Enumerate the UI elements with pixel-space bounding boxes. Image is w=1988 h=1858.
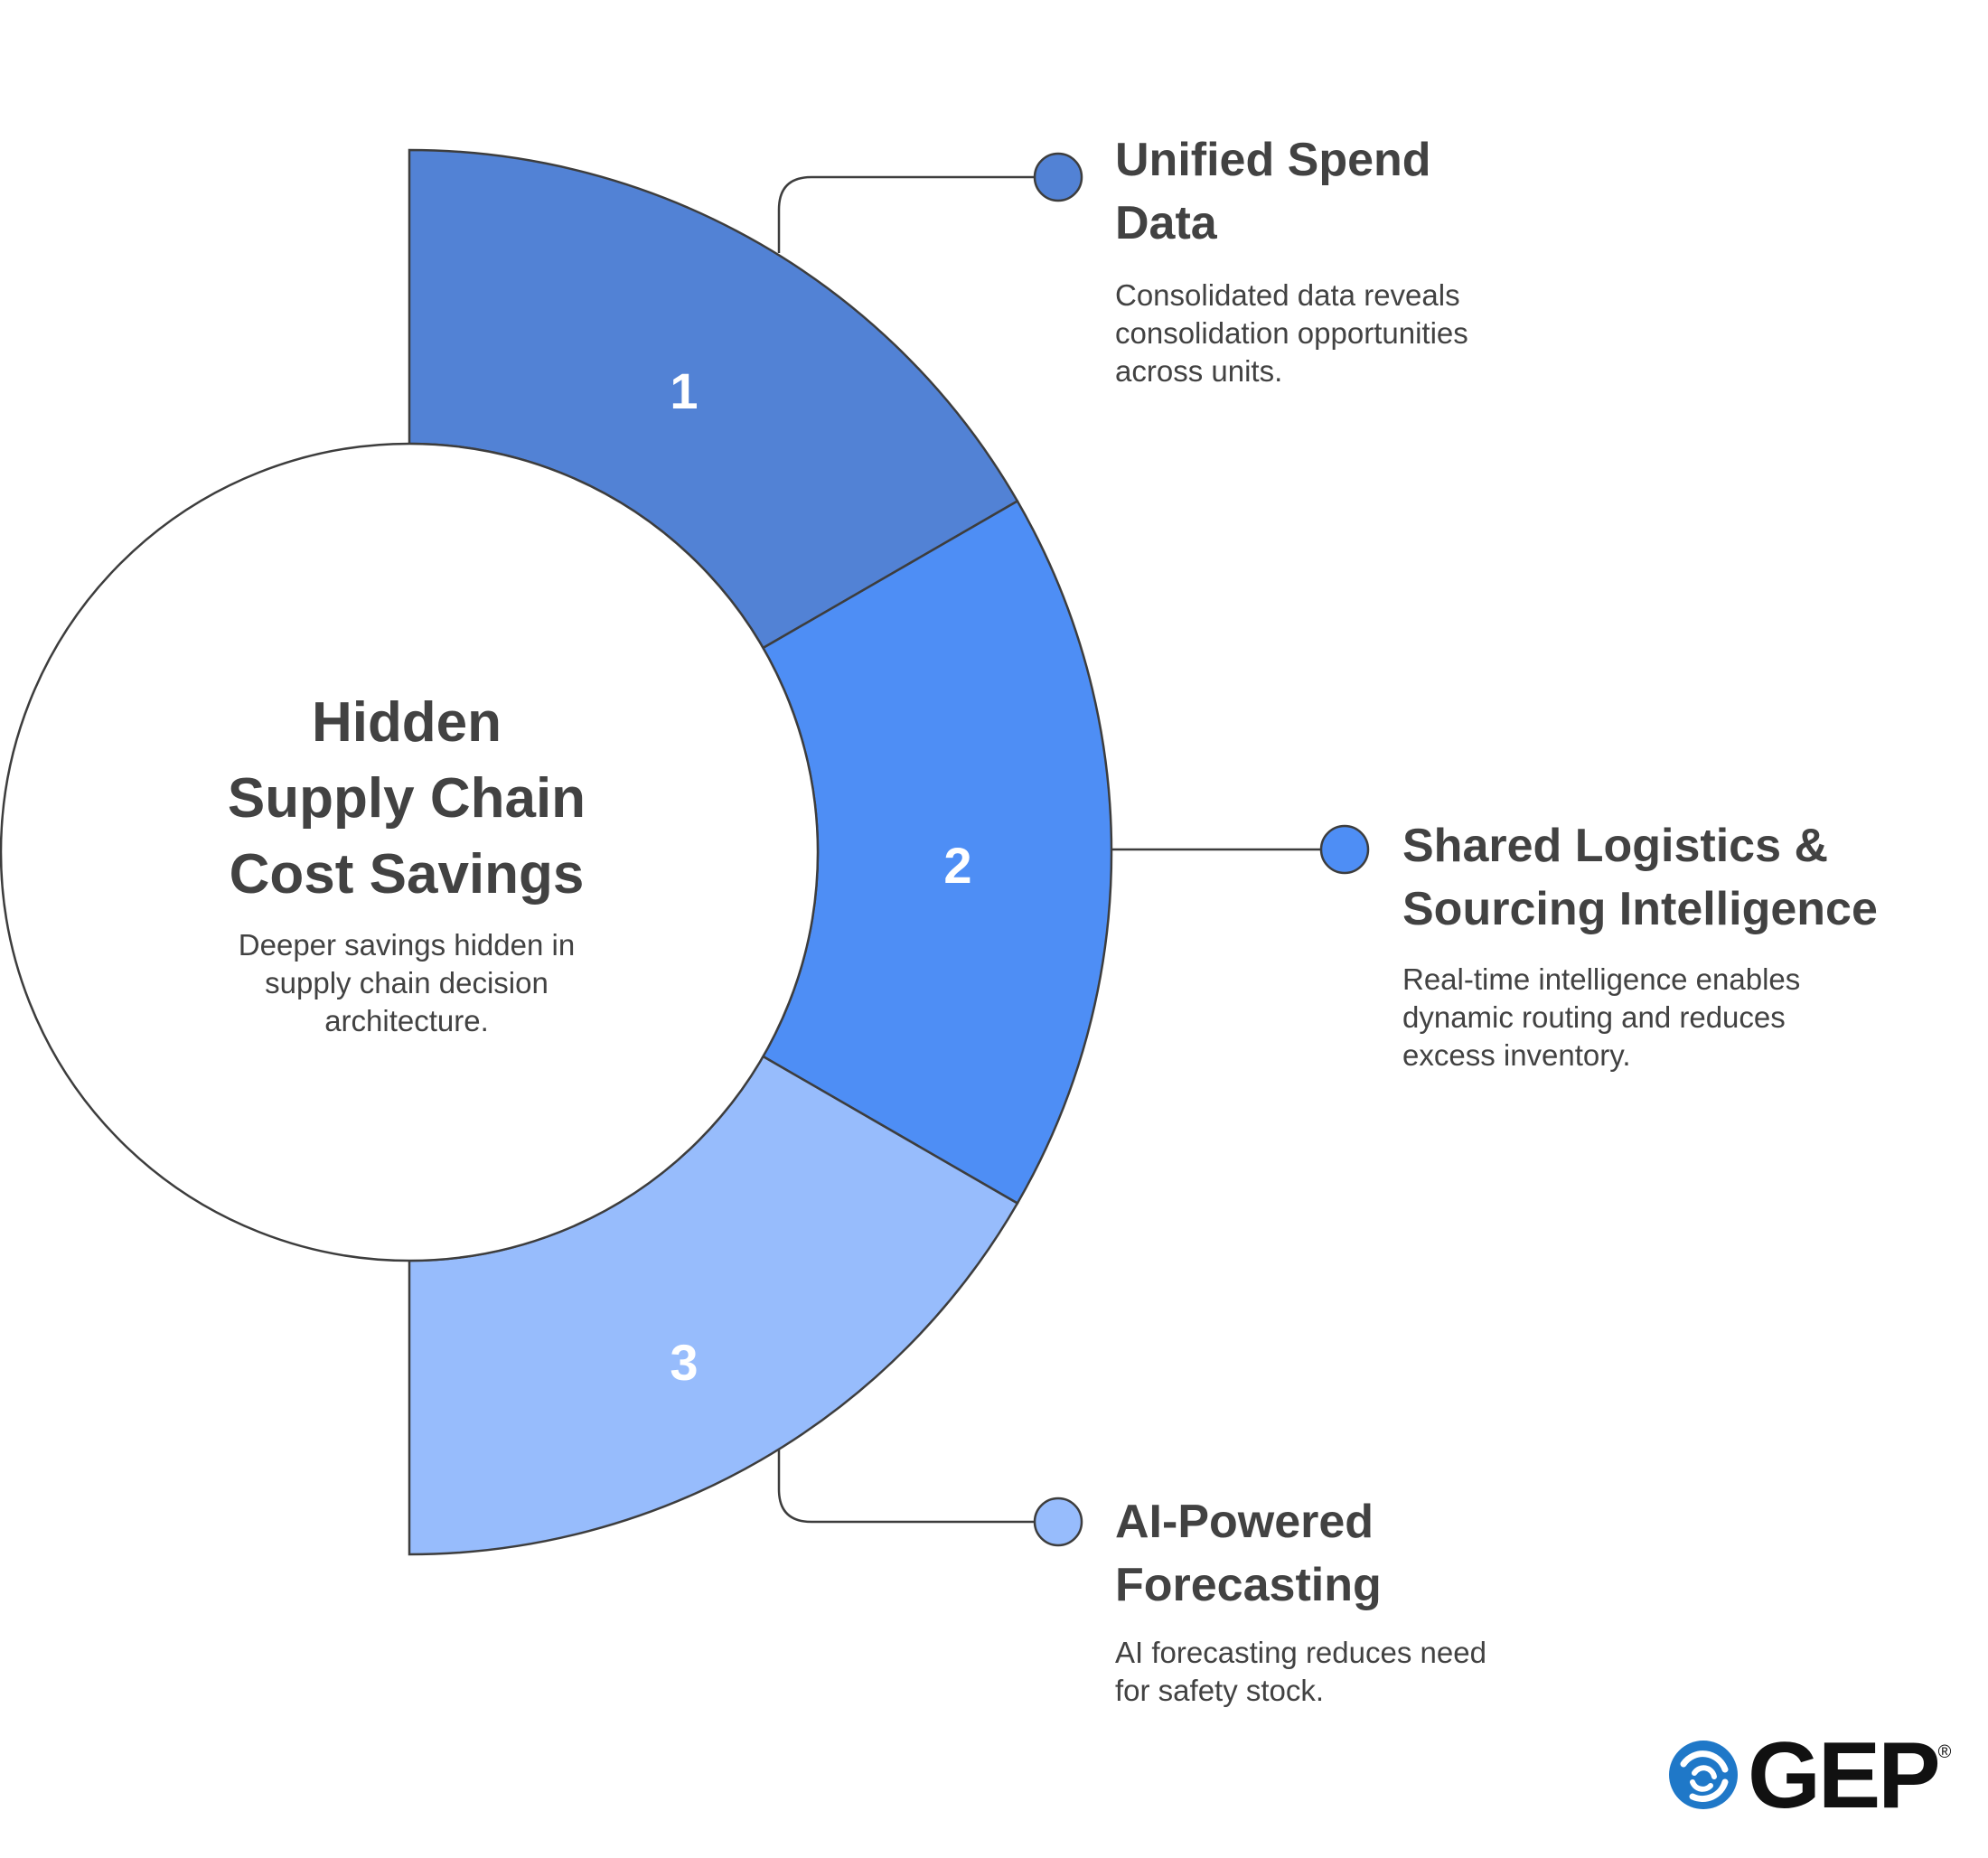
registered-mark: ® (1937, 1742, 1952, 1762)
center-subtitle-line-3: architecture. (324, 1004, 489, 1037)
item-1-title-line-1: Unified Spend (1115, 134, 1431, 186)
connector-line-1 (777, 175, 1035, 253)
segment-number-3: 3 (670, 1334, 698, 1391)
item-3-title-line-2: Forecasting (1115, 1559, 1382, 1611)
item-2-title-line-2: Sourcing Intelligence (1402, 883, 1878, 935)
item-1-title-line-2: Data (1115, 197, 1217, 249)
bullet-dot-3 (1033, 1497, 1083, 1547)
item-1-desc-line-2: consolidation opportunities (1115, 316, 1468, 350)
item-description-2: Real-time intelligence enables dynamic r… (1402, 961, 1836, 1074)
gep-logo: GEP ® (1663, 1723, 1952, 1828)
item-description-3: AI forecasting reduces need for safety s… (1115, 1634, 1549, 1710)
bullet-dot-2 (1319, 824, 1370, 875)
item-3-desc-line-2: for safety stock. (1115, 1674, 1325, 1707)
item-2-desc-line-2: dynamic routing and reduces (1402, 1000, 1786, 1034)
item-3-title-line-1: AI-Powered (1115, 1496, 1374, 1548)
connector-line-3 (777, 1444, 1035, 1524)
item-title-3: AI-Powered Forecasting (1115, 1490, 1748, 1617)
item-3-desc-line-1: AI forecasting reduces need (1115, 1636, 1486, 1669)
center-title-line-1: Hidden (311, 691, 502, 754)
item-title-1: Unified Spend Data (1115, 128, 1748, 255)
bullet-dot-1 (1033, 152, 1083, 202)
center-subtitle: Deeper savings hidden in supply chain de… (185, 926, 628, 1040)
center-title: Hidden Supply Chain Cost Savings (136, 685, 678, 913)
segment-number-1: 1 (670, 362, 698, 419)
item-2-title-line-1: Shared Logistics & (1402, 820, 1828, 872)
item-1-desc-line-3: across units. (1115, 354, 1283, 388)
center-title-line-2: Supply Chain (227, 767, 586, 830)
swirl-icon (1669, 1741, 1738, 1809)
item-1-desc-line-1: Consolidated data reveals (1115, 278, 1460, 312)
segment-number-2: 2 (943, 837, 971, 894)
item-description-1: Consolidated data reveals consolidation … (1115, 277, 1549, 390)
item-2-desc-line-1: Real-time intelligence enables (1402, 962, 1801, 996)
center-title-line-3: Cost Savings (229, 843, 585, 906)
center-circle (0, 442, 820, 1262)
item-2-desc-line-3: excess inventory. (1402, 1038, 1631, 1072)
center-subtitle-line-2: supply chain decision (265, 966, 549, 999)
center-subtitle-line-1: Deeper savings hidden in (238, 928, 576, 962)
logo-text: GEP (1748, 1723, 1941, 1828)
item-title-2: Shared Logistics & Sourcing Intelligence (1402, 814, 1988, 941)
